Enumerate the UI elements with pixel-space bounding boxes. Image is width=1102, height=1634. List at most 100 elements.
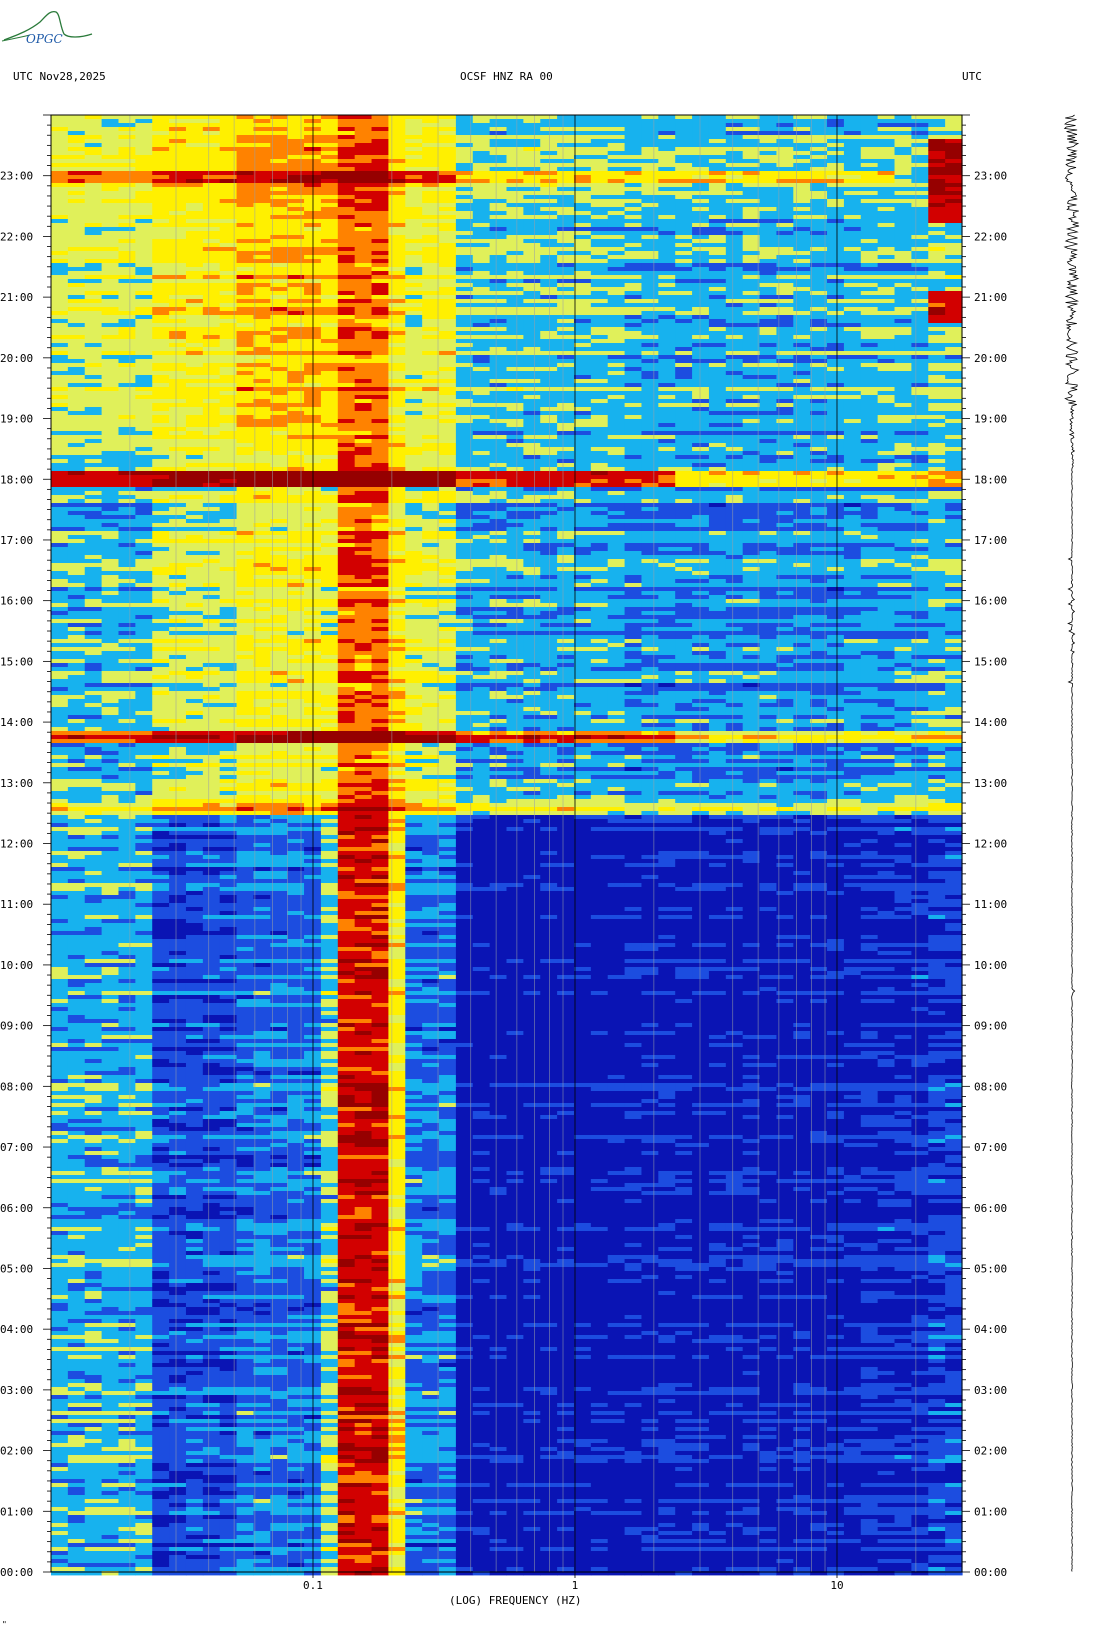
spectrogram-cell: [523, 267, 541, 272]
spectrogram-cell: [725, 207, 744, 212]
spectrogram-cell: [219, 455, 238, 460]
spectrogram-cell: [590, 299, 609, 304]
spectrogram-cell: [219, 287, 238, 292]
spectrogram-cell: [287, 267, 305, 272]
spectrogram-cell: [489, 423, 508, 428]
spectrogram-cell: [708, 347, 727, 352]
spectrogram-cell: [607, 259, 626, 264]
spectrogram-cell: [776, 219, 794, 224]
spectrogram-cell: [472, 439, 491, 444]
spectrogram-cell: [877, 207, 896, 212]
spectrogram-cell: [371, 451, 390, 456]
spectrogram-cell: [405, 379, 423, 384]
spectrogram-cell: [759, 259, 778, 264]
spectrogram-cell: [388, 307, 406, 312]
spectrogram-cell: [422, 287, 440, 292]
spectrogram-cell: [827, 403, 845, 408]
spectrogram-cell: [354, 339, 373, 344]
spectrogram-cell: [759, 315, 778, 320]
spectrogram-cell: [877, 283, 896, 288]
spectrogram-cell: [101, 187, 120, 192]
spectrogram-cell: [84, 283, 103, 288]
spectrogram-cell: [219, 359, 238, 364]
spectrogram-cell: [911, 379, 929, 384]
spectrogram-cell: [202, 243, 221, 248]
spectrogram-cell: [405, 219, 423, 224]
spectrogram-cell: [472, 391, 491, 396]
spectrogram-cell: [118, 387, 136, 392]
spectrogram-cell: [287, 263, 305, 268]
spectrogram-cell: [169, 439, 187, 444]
spectrogram-cell: [641, 311, 659, 316]
spectrogram-cell: [219, 243, 238, 248]
spectrogram-cell: [202, 323, 221, 328]
spectrogram-cell: [725, 175, 744, 180]
spectrogram-cell: [67, 259, 86, 264]
spectrogram-cell: [793, 395, 811, 400]
spectrogram-cell: [658, 359, 676, 364]
spectrogram-cell: [388, 411, 406, 416]
spectrogram-cell: [641, 335, 659, 340]
spectrogram-cell: [236, 407, 255, 412]
spectrogram-cell: [67, 243, 86, 248]
spectrogram-cell: [827, 171, 845, 176]
spectrogram-cell: [843, 199, 862, 204]
spectrogram-cell: [641, 423, 659, 428]
spectrogram-cell: [152, 443, 170, 448]
spectrogram-cell: [911, 203, 929, 208]
spectrogram-cell: [405, 427, 423, 432]
spectrogram-cell: [253, 335, 271, 340]
spectrogram-cell: [675, 339, 693, 344]
spectrogram-cell: [607, 463, 626, 468]
spectrogram-cell: [945, 135, 963, 140]
spectrogram-cell: [607, 147, 626, 152]
spectrogram-cell: [371, 375, 390, 380]
spectrogram-cell: [337, 479, 356, 484]
spectrogram-cell: [877, 275, 896, 280]
spectrogram-cell: [152, 211, 170, 216]
spectrogram-cell: [742, 347, 761, 352]
spectrogram-cell: [422, 119, 440, 124]
spectrogram-cell: [455, 119, 474, 124]
spectrogram-cell: [759, 307, 778, 312]
spectrogram-cell: [860, 255, 879, 260]
spectrogram-cell: [371, 255, 390, 260]
spectrogram-cell: [641, 319, 659, 324]
spectrogram-cell: [540, 355, 558, 360]
spectrogram-cell: [658, 275, 676, 280]
spectrogram-cell: [894, 319, 912, 324]
spectrogram-cell: [573, 115, 592, 120]
spectrogram-cell: [101, 143, 120, 148]
spectrogram-cell: [185, 235, 204, 240]
spectrogram-cell: [101, 127, 120, 132]
spectrogram-cell: [287, 203, 305, 208]
spectrogram-cell: [320, 175, 339, 180]
spectrogram-cell: [506, 159, 524, 164]
spectrogram-cell: [405, 431, 423, 436]
spectrogram-cell: [928, 431, 946, 436]
spectrogram-cell: [894, 203, 912, 208]
spectrogram-cell: [152, 279, 170, 284]
spectrogram-cell: [742, 199, 761, 204]
spectrogram-cell: [371, 391, 390, 396]
spectrogram-cell: [860, 247, 879, 252]
spectrogram-cell: [641, 239, 659, 244]
spectrogram-cell: [337, 143, 356, 148]
spectrogram-cell: [540, 435, 558, 440]
spectrogram-cell: [439, 383, 457, 388]
spectrogram-cell: [827, 175, 845, 180]
spectrogram-cell: [118, 235, 136, 240]
spectrogram-cell: [287, 287, 305, 292]
spectrogram-cell: [793, 431, 811, 436]
spectrogram-cell: [793, 439, 811, 444]
spectrogram-cell: [169, 407, 187, 412]
spectrogram-cell: [287, 343, 305, 348]
spectrogram-cell: [489, 291, 508, 296]
spectrogram-cell: [169, 359, 187, 364]
spectrogram-cell: [439, 199, 457, 204]
spectrogram-cell: [202, 139, 221, 144]
spectrogram-cell: [337, 311, 356, 316]
spectrogram-cell: [67, 303, 86, 308]
spectrogram-cell: [641, 255, 659, 260]
spectrogram-cell: [152, 395, 170, 400]
